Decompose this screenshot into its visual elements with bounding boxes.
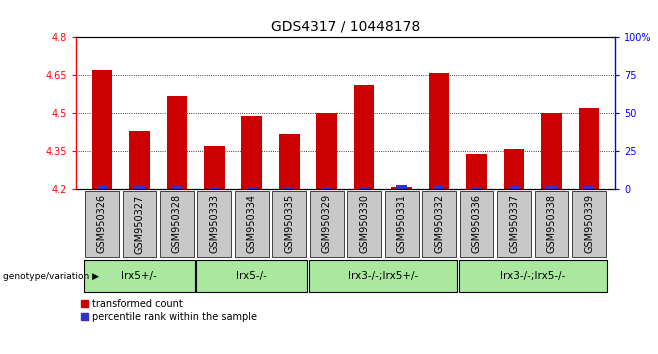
- Text: GSM950332: GSM950332: [434, 194, 444, 253]
- Bar: [322, 187, 332, 189]
- Text: GSM950336: GSM950336: [472, 194, 482, 253]
- FancyBboxPatch shape: [460, 191, 494, 257]
- Bar: [284, 187, 295, 189]
- Bar: [172, 186, 182, 189]
- Bar: [166, 96, 187, 189]
- Bar: [209, 187, 220, 189]
- FancyBboxPatch shape: [197, 191, 231, 257]
- Bar: [91, 70, 113, 189]
- Bar: [354, 85, 374, 189]
- FancyBboxPatch shape: [85, 191, 118, 257]
- FancyBboxPatch shape: [84, 260, 195, 292]
- Bar: [359, 187, 369, 189]
- Bar: [542, 113, 562, 189]
- Text: GSM950334: GSM950334: [247, 194, 257, 253]
- Text: lrx5-/-: lrx5-/-: [236, 271, 267, 281]
- Text: GSM950331: GSM950331: [397, 194, 407, 253]
- FancyBboxPatch shape: [122, 191, 156, 257]
- Text: GSM950338: GSM950338: [547, 194, 557, 253]
- Text: GSM950328: GSM950328: [172, 194, 182, 253]
- FancyBboxPatch shape: [196, 260, 307, 292]
- Legend: transformed count, percentile rank within the sample: transformed count, percentile rank withi…: [80, 299, 257, 321]
- Bar: [467, 154, 487, 189]
- Bar: [471, 187, 482, 189]
- FancyBboxPatch shape: [310, 191, 343, 257]
- Text: lrx3-/-;lrx5+/-: lrx3-/-;lrx5+/-: [348, 271, 418, 281]
- Text: genotype/variation ▶: genotype/variation ▶: [3, 272, 99, 281]
- Bar: [509, 186, 519, 189]
- FancyBboxPatch shape: [385, 191, 418, 257]
- Text: GSM950330: GSM950330: [359, 194, 369, 253]
- Bar: [546, 186, 557, 189]
- Bar: [584, 186, 594, 189]
- Bar: [429, 73, 449, 189]
- Text: GSM950333: GSM950333: [209, 194, 219, 253]
- FancyBboxPatch shape: [572, 191, 606, 257]
- Bar: [504, 149, 524, 189]
- FancyBboxPatch shape: [272, 191, 306, 257]
- Text: GSM950337: GSM950337: [509, 194, 519, 253]
- Bar: [578, 108, 599, 189]
- Bar: [241, 116, 262, 189]
- FancyBboxPatch shape: [160, 191, 193, 257]
- Text: lrx5+/-: lrx5+/-: [122, 271, 157, 281]
- Bar: [316, 113, 337, 189]
- Bar: [97, 186, 107, 189]
- Text: lrx3-/-;lrx5-/-: lrx3-/-;lrx5-/-: [500, 271, 565, 281]
- FancyBboxPatch shape: [459, 260, 607, 292]
- Text: GSM950339: GSM950339: [584, 194, 594, 253]
- FancyBboxPatch shape: [309, 260, 457, 292]
- FancyBboxPatch shape: [497, 191, 531, 257]
- Text: GSM950335: GSM950335: [284, 194, 294, 253]
- Bar: [279, 133, 299, 189]
- Bar: [204, 146, 224, 189]
- Title: GDS4317 / 10448178: GDS4317 / 10448178: [271, 19, 420, 33]
- Text: GSM950326: GSM950326: [97, 194, 107, 253]
- Bar: [134, 186, 145, 189]
- Bar: [396, 185, 407, 189]
- Bar: [392, 187, 412, 189]
- Bar: [129, 131, 149, 189]
- Text: GSM950329: GSM950329: [322, 194, 332, 253]
- FancyBboxPatch shape: [235, 191, 268, 257]
- Text: GSM950327: GSM950327: [134, 194, 144, 253]
- FancyBboxPatch shape: [535, 191, 569, 257]
- FancyBboxPatch shape: [422, 191, 456, 257]
- Bar: [434, 186, 444, 189]
- FancyBboxPatch shape: [347, 191, 381, 257]
- Bar: [247, 187, 257, 189]
